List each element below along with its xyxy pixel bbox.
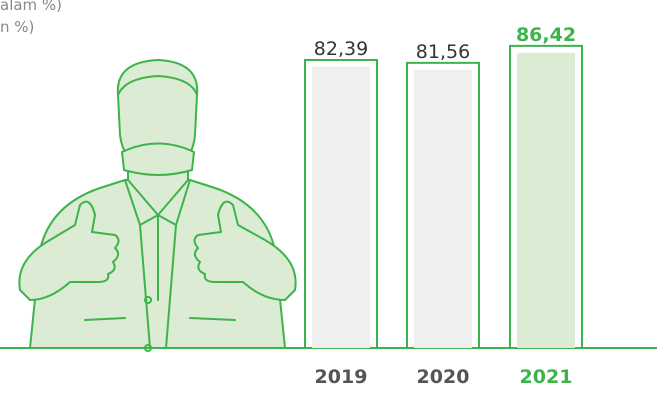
subtitle: n %) [0,18,34,36]
value-label: 81,56 [416,41,470,63]
x-tick-label: 2020 [417,366,470,388]
bar-fill [312,66,370,348]
x-tick-label: 2021 [520,366,573,388]
bar-fill [414,69,472,348]
bar-fill [517,52,575,349]
subtitle: alam %) [0,0,62,14]
illustration [18,59,297,352]
x-tick-label: 2019 [315,366,368,388]
value-label: 86,42 [516,24,576,46]
value-label: 82,39 [314,38,368,60]
